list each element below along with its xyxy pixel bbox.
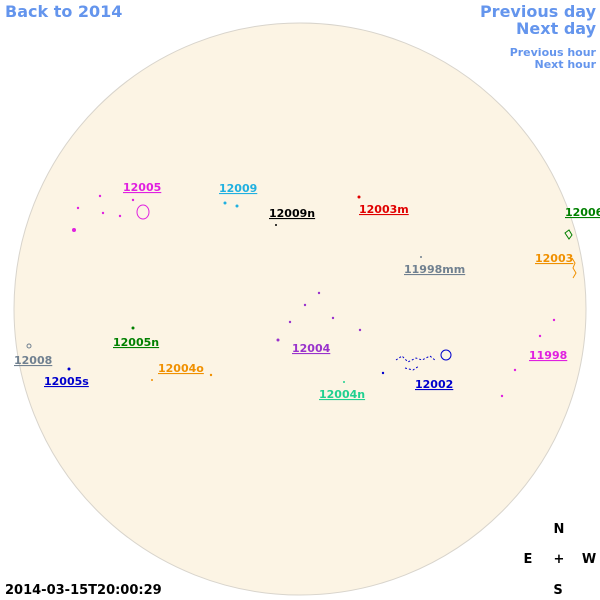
region-label[interactable]: 12008 [14,354,52,367]
region-label[interactable]: 12004 [292,342,331,355]
spot [72,228,76,232]
compass-west: W [582,552,596,567]
region-label[interactable]: 12009 [219,182,257,195]
contour [564,229,573,240]
next-day-link[interactable]: Next day [516,19,597,38]
spot [131,326,135,330]
contour [136,204,150,220]
region-label[interactable]: 12009n [269,207,315,220]
region-label[interactable]: 12003 [535,252,573,265]
region-label[interactable]: 12005n [113,336,159,349]
spot [131,198,135,202]
contour [395,355,437,371]
spot [538,334,542,338]
spot [552,318,556,322]
spot [317,291,321,295]
region-labels: 12005 12009 12009n 12003m 12006 12003 11… [14,181,600,401]
spot [500,394,504,398]
contour [26,343,32,349]
spot [76,206,80,210]
spot [420,256,422,258]
region-contours [26,194,577,398]
spot [101,211,105,215]
compass-north: N [554,522,565,537]
contour [571,257,577,279]
solar-disk [13,22,587,596]
spot [513,368,517,372]
spot [357,195,361,199]
region-label[interactable]: 11998 [529,349,567,362]
region-label[interactable]: 12006 [565,206,600,219]
spot [235,204,239,208]
spot [358,328,362,332]
previous-hour-link[interactable]: Previous hour [510,46,597,59]
timestamp: 2014-03-15T20:00:29 [5,583,162,598]
spot [343,381,345,383]
region-label[interactable]: 12003m [359,203,409,216]
spot [381,371,385,375]
contour [440,349,452,361]
spot [303,303,307,307]
spot [67,367,71,371]
spot [275,224,277,226]
region-label[interactable]: 11998mm [404,263,465,276]
compass: N E + W S [524,522,597,598]
spot [223,201,227,205]
compass-center: + [554,552,565,567]
next-hour-link[interactable]: Next hour [535,58,597,71]
spot [151,379,153,381]
spot [288,320,292,324]
previous-day-link[interactable]: Previous day [480,2,597,21]
back-link[interactable]: Back to 2014 [5,2,122,21]
region-label[interactable]: 12004o [158,362,204,375]
spot [276,338,280,342]
spot [118,214,122,218]
region-label[interactable]: 12005s [44,375,89,388]
spot [331,316,335,320]
compass-south: S [553,583,562,598]
region-label[interactable]: 12002 [415,378,453,391]
spot [209,373,213,377]
compass-east: E [524,552,533,567]
region-label[interactable]: 12004n [319,388,365,401]
region-label[interactable]: 12005 [123,181,161,194]
spot [98,194,102,198]
